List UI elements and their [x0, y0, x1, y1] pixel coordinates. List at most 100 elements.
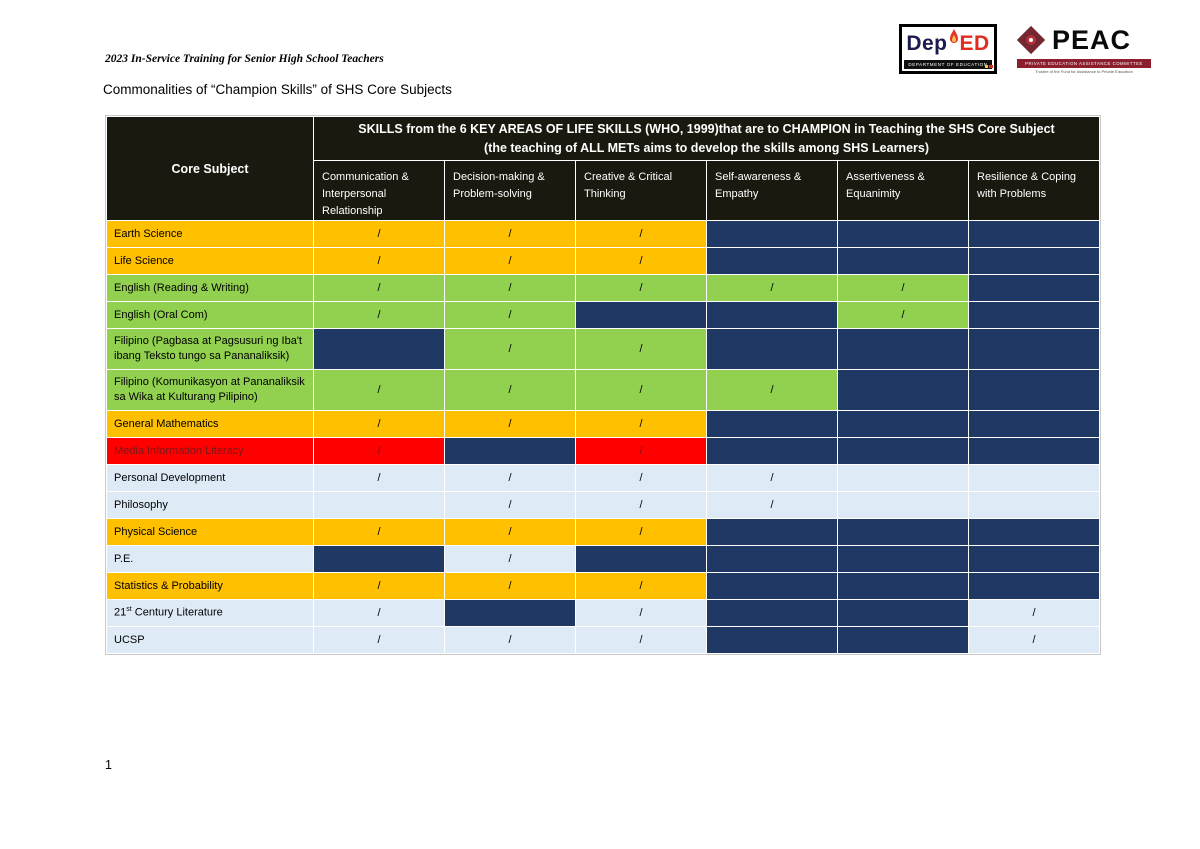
- empty-cell: [444, 599, 576, 628]
- champion-mark-cell: /: [313, 599, 445, 628]
- empty-cell: [968, 328, 1100, 371]
- champion-mark-cell: /: [575, 437, 707, 466]
- champion-mark-cell: /: [444, 274, 576, 303]
- peac-wordmark: PEAC: [1052, 24, 1132, 55]
- champion-mark-cell: /: [444, 572, 576, 601]
- table-body: Earth Science / / / Life Science / / / English (…: [106, 220, 1100, 655]
- empty-cell: [968, 572, 1100, 601]
- table-row: Physical Science / / /: [106, 518, 1100, 547]
- champion-mark-cell: /: [575, 274, 707, 303]
- champion-mark-cell: /: [313, 626, 445, 655]
- empty-cell: [837, 572, 969, 601]
- subject-label: Life Science: [106, 247, 314, 276]
- champion-mark-cell: /: [313, 220, 445, 249]
- band-line1: SKILLS from the 6 KEY AREAS OF LIFE SKIL…: [358, 121, 1055, 136]
- table-row: English (Reading & Writing) / / / / /: [106, 274, 1100, 303]
- champion-mark-cell: /: [444, 369, 576, 412]
- champion-mark-cell: /: [313, 410, 445, 439]
- empty-cell: [968, 274, 1100, 303]
- champion-mark-cell: /: [444, 518, 576, 547]
- subject-label: Physical Science: [106, 518, 314, 547]
- champion-mark-cell: /: [313, 464, 445, 493]
- champion-mark-cell: /: [968, 599, 1100, 628]
- col-header-resilience: Resilience & Coping with Problems: [968, 159, 1100, 222]
- empty-cell: [968, 301, 1100, 330]
- subject-label: P.E.: [106, 545, 314, 574]
- champion-mark-cell: /: [837, 274, 969, 303]
- table-row: Earth Science / / /: [106, 220, 1100, 249]
- empty-cell: [575, 545, 707, 574]
- empty-cell: [837, 626, 969, 655]
- empty-cell: [968, 369, 1100, 412]
- empty-cell: [837, 518, 969, 547]
- subject-label: English (Oral Com): [106, 301, 314, 330]
- table-row: Personal Development / / / /: [106, 464, 1100, 493]
- empty-cell: [968, 545, 1100, 574]
- champion-mark-cell: /: [575, 464, 707, 493]
- peac-caption: PRIVATE EDUCATION ASSISTANCE COMMITTEE: [1025, 61, 1143, 66]
- champion-mark-cell: /: [575, 491, 707, 520]
- empty-cell: [313, 328, 445, 371]
- table-row: Life Science / / /: [106, 247, 1100, 276]
- table-row: Philosophy / / /: [106, 491, 1100, 520]
- peac-diamond-icon: [1016, 25, 1046, 55]
- deped-accent-yellow: [985, 65, 988, 68]
- empty-cell: [837, 545, 969, 574]
- champion-mark-cell: /: [313, 247, 445, 276]
- deped-accent-red: [989, 65, 993, 68]
- peac-logo: PEAC PRIVATE EDUCATION ASSISTANCE COMMIT…: [1016, 23, 1151, 76]
- champion-mark-cell: /: [575, 328, 707, 371]
- empty-cell: [706, 626, 838, 655]
- champion-mark-cell: /: [575, 247, 707, 276]
- table-row: English (Oral Com) / / /: [106, 301, 1100, 330]
- empty-cell: [968, 410, 1100, 439]
- champion-mark-cell: /: [313, 437, 445, 466]
- champion-mark-cell: /: [575, 220, 707, 249]
- champion-mark-cell: /: [313, 518, 445, 547]
- empty-cell: [706, 437, 838, 466]
- table-row: Filipino (Komunikasyon at Pananaliksik s…: [106, 369, 1100, 412]
- champion-mark-cell: /: [444, 545, 576, 574]
- empty-cell: [444, 437, 576, 466]
- empty-cell: [313, 491, 445, 520]
- champion-mark-cell: /: [706, 274, 838, 303]
- empty-cell: [575, 301, 707, 330]
- champion-mark-cell: /: [706, 491, 838, 520]
- torch-flame-icon: [949, 29, 959, 50]
- empty-cell: [706, 599, 838, 628]
- empty-cell: [706, 572, 838, 601]
- subject-label: Statistics & Probability: [106, 572, 314, 601]
- core-subject-header: Core Subject: [106, 115, 314, 222]
- empty-cell: [968, 220, 1100, 249]
- empty-cell: [837, 369, 969, 412]
- empty-cell: [837, 464, 969, 493]
- subject-label: UCSP: [106, 626, 314, 655]
- champion-mark-cell: /: [444, 491, 576, 520]
- table-row: 21st Century Literature / / /: [106, 599, 1100, 628]
- empty-cell: [968, 247, 1100, 276]
- document-header: 2023 In-Service Training for Senior High…: [105, 53, 384, 65]
- skills-band-header: SKILLS from the 6 KEY AREAS OF LIFE SKIL…: [313, 116, 1100, 161]
- col-header-communication: Communication & Interpersonal Relationsh…: [313, 159, 445, 222]
- empty-cell: [968, 464, 1100, 493]
- champion-mark-cell: /: [575, 518, 707, 547]
- col-header-self-awareness: Self-awareness & Empathy: [706, 159, 838, 222]
- empty-cell: [837, 220, 969, 249]
- deped-wordmark: Dep ED: [902, 27, 994, 57]
- empty-cell: [706, 301, 838, 330]
- empty-cell: [706, 410, 838, 439]
- champion-mark-cell: /: [313, 274, 445, 303]
- empty-cell: [706, 545, 838, 574]
- deped-logo: Dep ED DEPARTMENT OF EDUCATION: [899, 24, 997, 74]
- champion-mark-cell: /: [444, 464, 576, 493]
- champion-mark-cell: /: [575, 369, 707, 412]
- champion-mark-cell: /: [575, 572, 707, 601]
- champion-mark-cell: /: [837, 301, 969, 330]
- skills-table: Core Subject SKILLS from the 6 KEY AREAS…: [106, 115, 1100, 655]
- champion-mark-cell: /: [575, 410, 707, 439]
- peac-caption-bar: PRIVATE EDUCATION ASSISTANCE COMMITTEE: [1017, 59, 1151, 68]
- col-header-creative-thinking: Creative & Critical Thinking: [575, 159, 707, 222]
- champion-mark-cell: /: [444, 328, 576, 371]
- col-header-decision-making: Decision-making & Problem-solving: [444, 159, 576, 222]
- empty-cell: [706, 328, 838, 371]
